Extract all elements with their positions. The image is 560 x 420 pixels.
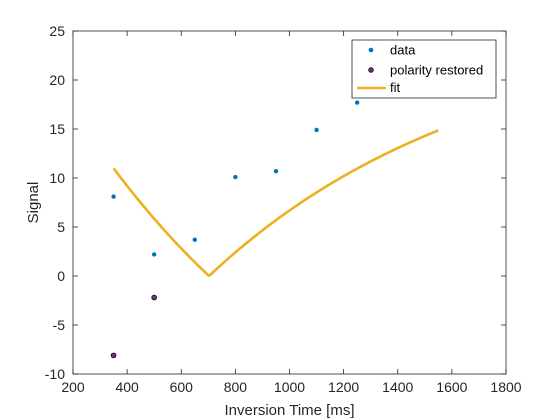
legend-label-polarity-restored: polarity restored	[390, 63, 483, 78]
x-axis-ticks: 200 400 600 800 1000 1200 1400 1600 1800	[61, 31, 522, 395]
data-point-1	[151, 252, 157, 257]
x-tick-label-1800: 1800	[490, 379, 521, 395]
data-point-0	[111, 194, 116, 199]
x-axis-label: Inversion Time [ms]	[224, 402, 354, 419]
y-tick-label-20: 20	[49, 72, 65, 88]
x-tick-label-1200: 1200	[328, 379, 359, 395]
data-point-2	[192, 237, 197, 242]
x-tick-label-200: 200	[61, 379, 85, 395]
x-tick-label-600: 600	[170, 379, 194, 395]
x-tick-label-1000: 1000	[274, 379, 305, 395]
x-tick-label-800: 800	[224, 379, 248, 395]
data-point-6	[354, 100, 360, 105]
legend: data polarity restored fit	[351, 39, 497, 99]
fit-curve	[112, 129, 439, 277]
polarity-restored-point-0	[110, 352, 117, 359]
legend-marker-polarity-restored	[368, 67, 374, 73]
data-point-4	[273, 168, 279, 174]
y-axis-ticks: -10 -5 0 5 10 15 20 25	[45, 23, 506, 382]
fit-layer	[112, 129, 439, 277]
y-tick-label-15: 15	[49, 121, 65, 137]
data-point-3	[233, 174, 238, 180]
y-tick-label--10: -10	[45, 366, 65, 382]
x-tick-label-1600: 1600	[436, 379, 467, 395]
y-tick-label-0: 0	[57, 268, 65, 284]
y-tick-label-25: 25	[49, 23, 65, 39]
y-tick-label-5: 5	[57, 219, 65, 235]
x-tick-label-400: 400	[115, 379, 139, 395]
legend-label-data: data	[390, 43, 416, 58]
y-tick-label-10: 10	[49, 170, 65, 186]
legend-label-fit: fit	[390, 80, 401, 95]
legend-marker-data	[368, 47, 374, 53]
y-axis-label: Signal	[25, 182, 42, 224]
y-tick-label--5: -5	[53, 317, 66, 333]
x-tick-label-1400: 1400	[382, 379, 413, 395]
data-point-5	[314, 127, 319, 133]
polarity-restored-point-1	[151, 294, 157, 301]
